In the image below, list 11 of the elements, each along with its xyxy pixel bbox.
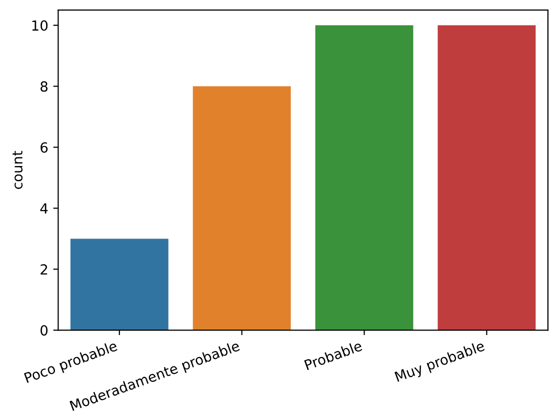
y-tick-label: 4 xyxy=(40,203,48,214)
bar xyxy=(438,25,536,330)
y-axis-title: count xyxy=(12,150,23,189)
y-tick-label: 0 xyxy=(40,325,48,336)
y-tick-label: 10 xyxy=(32,20,48,31)
y-tick-label: 8 xyxy=(40,81,48,92)
y-tick-label: 6 xyxy=(40,142,48,153)
y-tick-label: 2 xyxy=(40,264,48,274)
bar xyxy=(315,25,414,330)
bar xyxy=(70,238,168,330)
bar xyxy=(192,86,291,330)
